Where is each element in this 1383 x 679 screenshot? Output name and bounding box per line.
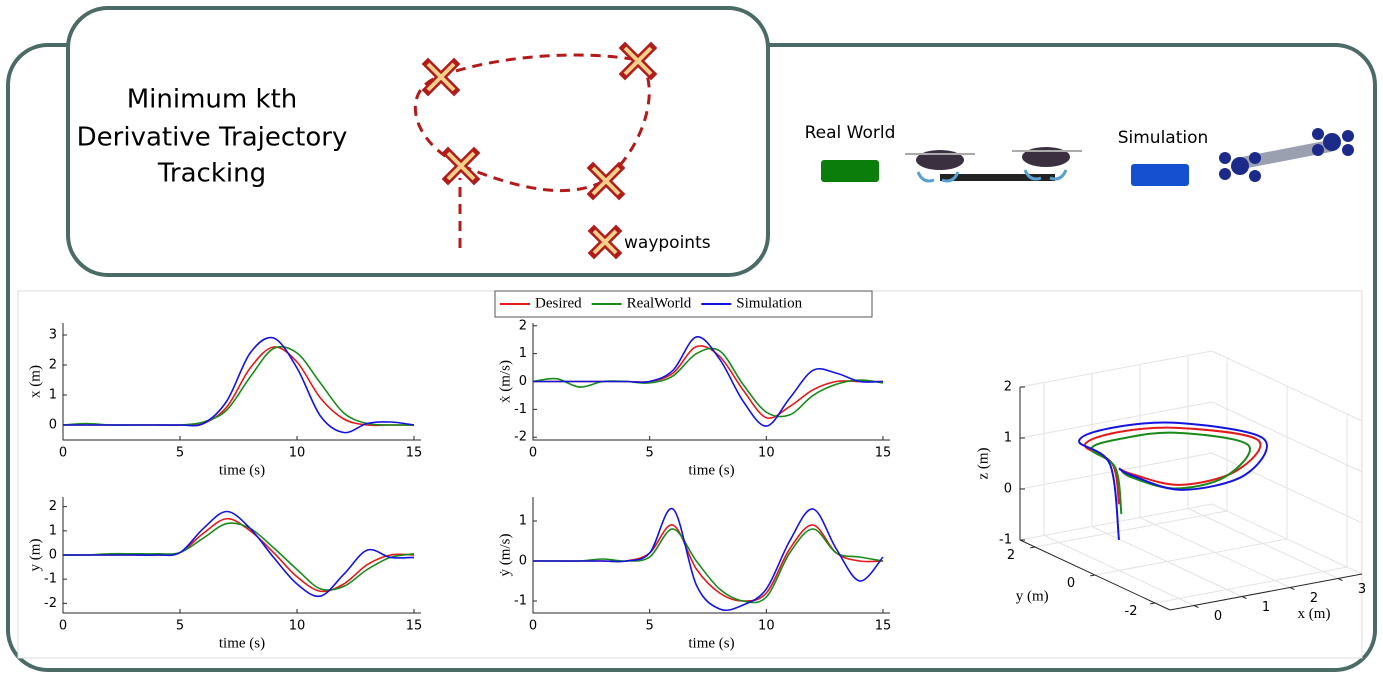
x-tick-label: 5 — [646, 446, 654, 461]
x-tick-label: 3 — [1358, 582, 1366, 597]
y-tick-label: 1 — [519, 346, 527, 361]
trajectory — [413, 53, 651, 248]
series-line — [532, 347, 884, 418]
series-line — [533, 336, 884, 427]
waypoint-marks-inner — [426, 46, 653, 255]
legend — [494, 290, 873, 318]
grid-line — [1094, 538, 1288, 576]
z-axis-label: z (m) — [975, 447, 991, 479]
x-tick-label: 10 — [289, 619, 306, 634]
z-tick-label: 0 — [1004, 482, 1012, 497]
real-label: Real World — [805, 123, 896, 143]
grid-line — [1019, 350, 1213, 388]
legend-label: RealWorld — [627, 295, 692, 311]
x-tick-label: 5 — [646, 619, 654, 634]
sim-label: Simulation — [1118, 128, 1209, 148]
y-tick-label: 0 — [49, 548, 57, 563]
grid-line — [1034, 510, 1228, 548]
y-tick-label: -1 — [514, 402, 527, 417]
x-axis-label: time (s) — [219, 635, 265, 651]
x-axis-label: x (m) — [1298, 606, 1331, 622]
header-box — [66, 6, 770, 277]
y-tick-label: 2 — [519, 318, 527, 333]
header-title: Minimum kth — [127, 85, 298, 115]
series-line — [63, 510, 414, 598]
x-tick-label: 1 — [1262, 600, 1270, 615]
series-line — [533, 508, 884, 612]
grid-line — [1019, 503, 1213, 541]
y-axis-label: x (m) — [27, 365, 43, 398]
sim-drones — [1219, 128, 1354, 182]
grid-line — [1211, 401, 1363, 473]
x-tick-label: 10 — [758, 446, 775, 461]
x-axis-label: time (s) — [219, 462, 265, 478]
real-swatch — [821, 160, 879, 182]
series-line — [62, 522, 415, 591]
y-tick-label: 2 — [49, 499, 57, 514]
y-tick-label: -2 — [514, 430, 527, 445]
y-tick-label: -2 — [1125, 604, 1138, 619]
y-tick-label: 0 — [1067, 576, 1075, 591]
real-drones — [905, 147, 1082, 183]
legend-label: Desired — [535, 295, 582, 311]
x-tick-label: 0 — [59, 446, 67, 461]
x-tick-label: 15 — [406, 446, 423, 461]
y-tick-label: -1 — [44, 572, 57, 587]
x-tick-label: 5 — [176, 446, 184, 461]
y-tick-label: 0 — [49, 418, 57, 433]
legend-label: Simulation — [736, 295, 802, 311]
y-axis-label: ẏ (m/s) — [497, 534, 513, 577]
x-tick-label: 15 — [406, 619, 423, 634]
x-axis-label: time (s) — [688, 462, 734, 478]
y-tick-label: 1 — [49, 388, 57, 403]
grid-line — [1154, 566, 1348, 604]
x-tick-label: 2 — [1310, 591, 1318, 606]
sim-swatch — [1131, 164, 1189, 186]
x-axis — [1169, 573, 1363, 611]
series-line-3d — [1078, 421, 1268, 541]
y-tick-label: 1 — [49, 523, 57, 538]
x-tick-label: 0 — [1214, 609, 1222, 624]
x-tick-label: 15 — [875, 619, 892, 634]
y-tick-label: 0 — [519, 374, 527, 389]
x-axis-label: time (s) — [688, 635, 734, 651]
series-line — [62, 336, 415, 434]
x-tick-label: 0 — [529, 446, 537, 461]
y-tick-label: 0 — [519, 554, 527, 569]
series-line-3d — [1090, 431, 1251, 515]
y-tick-label: 3 — [49, 328, 57, 343]
y-axis-label: y (m) — [1016, 588, 1049, 604]
y-tick-label: -2 — [44, 596, 57, 611]
x-tick-label: 10 — [289, 446, 306, 461]
waypoints-label: waypoints — [624, 233, 711, 253]
z-tick-label: 1 — [1004, 431, 1012, 446]
z-tick-label: -1 — [999, 533, 1012, 548]
x-tick-label: 15 — [875, 446, 892, 461]
x-tick-label: 0 — [59, 619, 67, 634]
header-title: Derivative Trajectory — [77, 123, 348, 153]
y-axis-label: y (m) — [27, 539, 43, 572]
x-tick-label: 5 — [176, 619, 184, 634]
grid-line — [1211, 350, 1363, 422]
grid-line — [1019, 401, 1213, 439]
y-tick-label: -1 — [514, 594, 527, 609]
y-tick-label: 2 — [1007, 548, 1015, 563]
x-tick-label: 10 — [758, 619, 775, 634]
grid-line — [1211, 503, 1363, 575]
z-tick-label: 2 — [1004, 380, 1012, 395]
y-axis-label: ẋ (m/s) — [497, 360, 513, 403]
header-title: Tracking — [157, 159, 266, 189]
y-tick-label: 2 — [49, 358, 57, 373]
y-tick-label: 1 — [519, 514, 527, 529]
y-axis — [1019, 539, 1171, 611]
grid-line — [1211, 452, 1363, 524]
series-line — [533, 528, 884, 604]
x-tick-label: 0 — [529, 619, 537, 634]
